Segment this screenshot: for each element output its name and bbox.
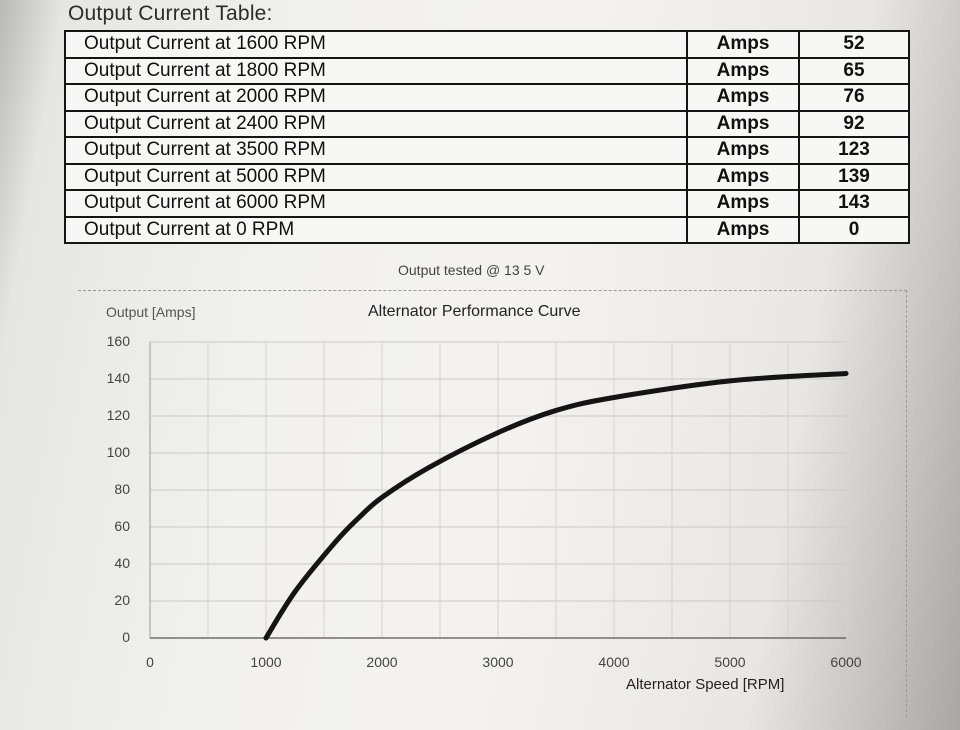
chart-title: Alternator Performance Curve (368, 303, 581, 320)
data-point (495, 430, 501, 436)
y-tick-label: 60 (114, 518, 130, 534)
data-point (356, 515, 362, 521)
data-point (611, 395, 617, 400)
x-tick-label: 6000 (830, 654, 862, 670)
row-label: Output Current at 3500 RPM (64, 136, 688, 165)
data-point (263, 635, 269, 641)
data-point (333, 539, 338, 545)
y-tick-label: 0 (122, 629, 130, 645)
data-point (292, 589, 298, 595)
chart-frame (78, 290, 907, 717)
x-axis-title: Alternator Speed [RPM] (626, 676, 785, 693)
table-row: Output Current at 2000 RPM Amps 76 (64, 83, 910, 112)
y-tick-label: 160 (106, 333, 130, 349)
row-unit: Amps (686, 215, 800, 244)
x-tick-label: 0 (146, 654, 154, 670)
row-value: 0 (798, 215, 910, 244)
data-point (553, 408, 559, 413)
data-point (379, 495, 385, 500)
table-row: Output Current at 1800 RPM Amps 65 (64, 56, 910, 85)
y-tick-label: 140 (106, 370, 130, 386)
row-unit: Amps (686, 30, 800, 59)
data-point (843, 371, 849, 376)
y-tick-label: 100 (106, 444, 130, 460)
x-tick-label: 4000 (598, 654, 630, 670)
x-tick-label: 1000 (250, 654, 282, 670)
y-tick-label: 80 (114, 481, 130, 497)
test-voltage-note: Output tested @ 13 5 V (398, 262, 545, 278)
row-label: Output Current at 2000 RPM (64, 83, 688, 112)
data-point (727, 378, 733, 384)
x-tick-label: 2000 (366, 654, 398, 670)
row-label: Output Current at 1800 RPM (64, 56, 688, 85)
performance-curve-line (263, 370, 849, 641)
data-point (426, 465, 431, 471)
row-value: 65 (798, 56, 910, 85)
y-tick-label: 20 (114, 592, 130, 608)
y-axis-title: Output [Amps] (106, 304, 196, 320)
table-row: Output Current at 0 RPM Amps 0 (64, 215, 910, 244)
y-tick-label: 120 (106, 407, 130, 423)
row-label: Output Current at 0 RPM (64, 215, 688, 244)
row-value: 123 (798, 136, 910, 165)
table-heading: Output Current Table: (68, 2, 273, 25)
output-current-table: Output Current at 1600 RPM Amps 52 Output C… (64, 30, 910, 244)
x-tick-label: 5000 (714, 654, 746, 670)
y-tick-label: 40 (114, 555, 130, 571)
x-tick-label: 3000 (482, 654, 514, 670)
